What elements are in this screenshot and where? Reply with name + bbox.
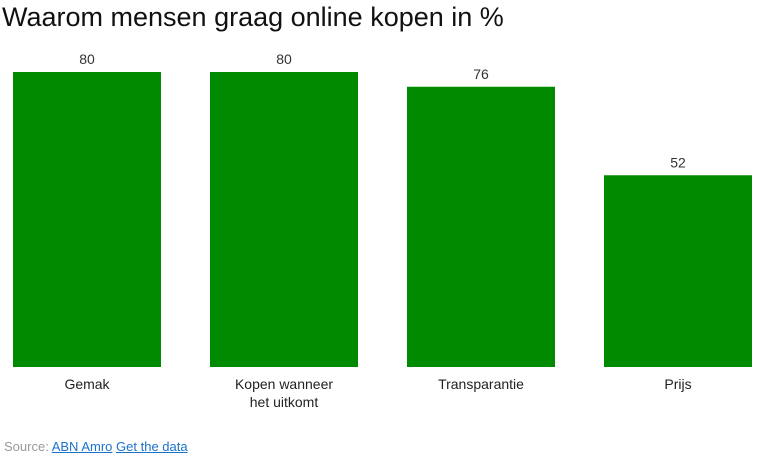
source-link[interactable]: ABN Amro — [51, 439, 113, 454]
bar-value-label-0: 80 — [79, 51, 95, 67]
bar-0 — [13, 72, 161, 367]
bar-3 — [604, 175, 752, 367]
chart-title: Waarom mensen graag online kopen in % — [2, 2, 504, 32]
bar-chart: 80 Gemak 80 Kopen wanneer het uitkomt 76 Trans… — [13, 51, 752, 410]
bar-2 — [407, 86, 555, 367]
bar-value-label-2: 76 — [473, 66, 489, 82]
get-data-link[interactable]: Get the data — [116, 439, 188, 454]
bar-1 — [210, 72, 358, 367]
category-label-1: Kopen wanneer het uitkomt — [235, 376, 333, 410]
bar-value-label-1: 80 — [276, 51, 292, 67]
source-label: Source: — [4, 439, 49, 454]
category-label-0: Gemak — [64, 376, 110, 392]
category-label-2: Transparantie — [438, 376, 524, 392]
bar-value-label-3: 52 — [670, 154, 686, 170]
source-line: Source: ABN Amro Get the data — [4, 439, 188, 454]
category-label-3: Prijs — [664, 376, 691, 392]
